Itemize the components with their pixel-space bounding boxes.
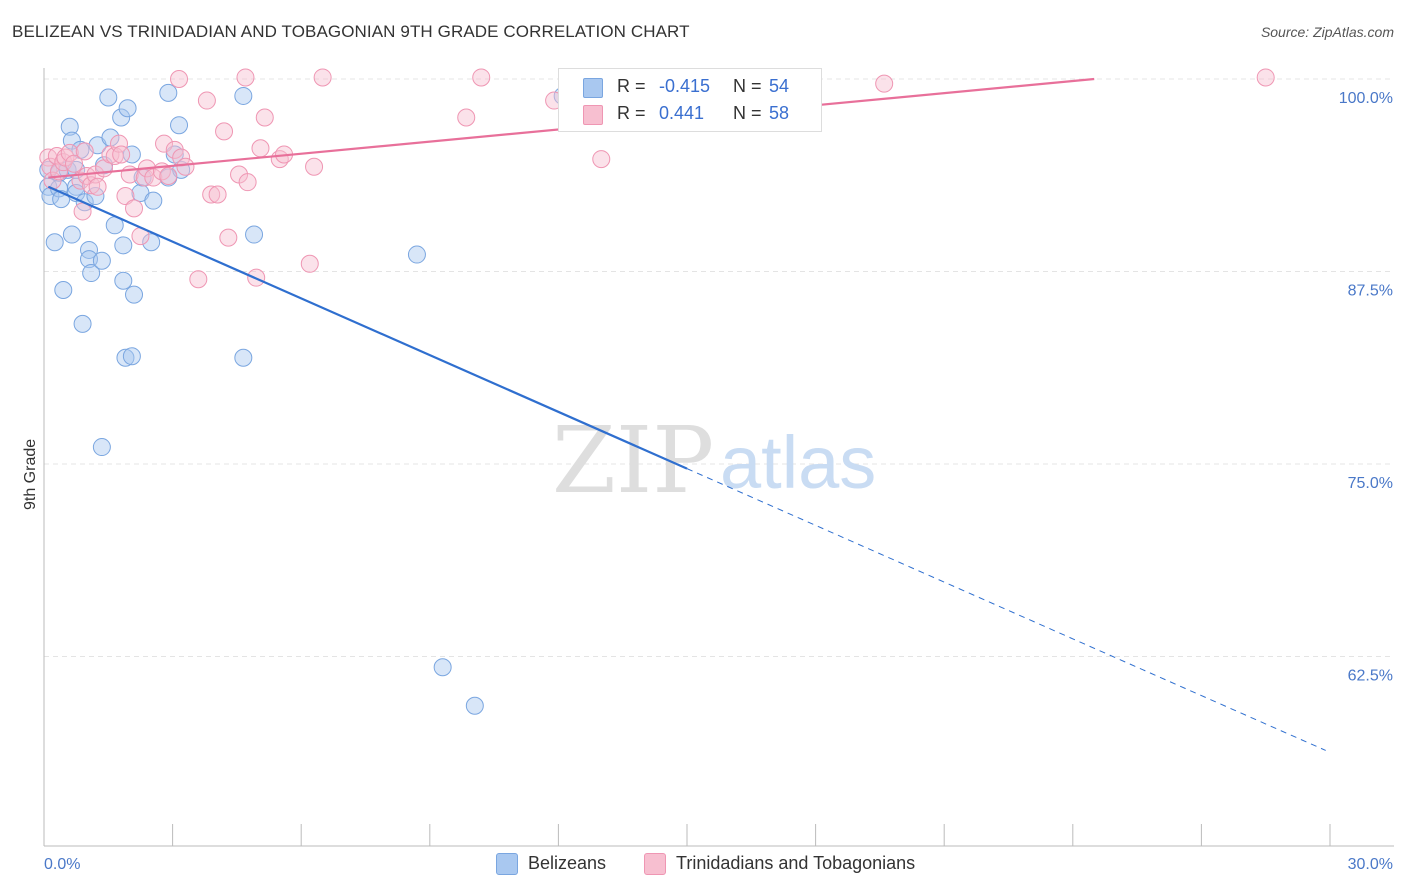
y-tick-label: 75.0% bbox=[1348, 475, 1393, 492]
trinidadian-point bbox=[112, 145, 131, 164]
belizean-point bbox=[60, 117, 79, 136]
belizean-point bbox=[92, 251, 111, 270]
gridlines bbox=[44, 78, 1394, 657]
y-tick-labels: 62.5% 75.0% 87.5% 100.0% bbox=[1339, 90, 1393, 685]
belizean-point bbox=[170, 116, 189, 135]
belizean-point bbox=[234, 86, 253, 105]
data-points bbox=[39, 68, 1275, 715]
trinidadian-point bbox=[165, 140, 184, 159]
y-tick-label: 62.5% bbox=[1348, 668, 1393, 685]
trinidadian-point bbox=[305, 157, 324, 176]
trinidadian-point bbox=[189, 270, 208, 289]
belizean-point bbox=[122, 347, 141, 366]
belizean-point bbox=[144, 191, 163, 210]
legend-label: Trinidadians and Tobagonians bbox=[676, 853, 916, 873]
axes bbox=[43, 68, 1394, 847]
trinidadian-point bbox=[155, 134, 174, 153]
x-tick-label: 30.0% bbox=[1348, 856, 1393, 873]
belizean-point bbox=[62, 225, 81, 244]
belizean-point bbox=[407, 245, 426, 264]
belizean-trend-extension bbox=[686, 468, 1326, 751]
series-legend: Belizeans Trinidadians and Tobagonians bbox=[0, 852, 1406, 878]
source-label: Source: ZipAtlas.com bbox=[1260, 24, 1394, 40]
belizean-point bbox=[80, 250, 99, 269]
trinidadian-point bbox=[300, 254, 319, 273]
correlation-legend: R = -0.415 N = 54 R = 0.441 N = 58 bbox=[558, 68, 822, 132]
trinidadian-point bbox=[110, 134, 129, 153]
legend-label: Belizeans bbox=[528, 853, 607, 873]
trinidadian-point bbox=[208, 185, 227, 204]
belizean-point bbox=[80, 240, 99, 259]
legend-swatch-trinidadians bbox=[583, 105, 603, 125]
x-tick-labels: 0.0% 30.0% bbox=[44, 856, 1393, 873]
legend-swatch-belizeans bbox=[583, 78, 603, 98]
trinidadian-point bbox=[125, 199, 144, 218]
trinidadian-point bbox=[236, 68, 255, 87]
belizean-point bbox=[245, 225, 264, 244]
trinidadian-point bbox=[176, 157, 195, 176]
trinidadian-point bbox=[75, 142, 94, 161]
y-axis-label: 9th Grade bbox=[22, 438, 39, 510]
trinidadian-point bbox=[1256, 68, 1275, 87]
n-value: 54 bbox=[769, 76, 790, 96]
belizean-point bbox=[112, 108, 131, 127]
n-label: N = bbox=[733, 76, 762, 96]
belizean-point bbox=[114, 236, 133, 255]
belizean-point bbox=[99, 88, 118, 107]
y-tick-label: 100.0% bbox=[1339, 90, 1393, 107]
r-label: R = bbox=[617, 103, 646, 123]
trinidadian-point bbox=[875, 74, 894, 93]
trinidadian-point bbox=[82, 176, 101, 195]
belizean-point bbox=[465, 696, 484, 715]
trinidadian-point bbox=[592, 150, 611, 169]
belizean-point bbox=[54, 280, 73, 299]
r-value: -0.415 bbox=[659, 76, 711, 96]
belizean-point bbox=[73, 314, 92, 333]
y-tick-label: 87.5% bbox=[1348, 283, 1393, 300]
trinidadian-point bbox=[159, 167, 178, 186]
belizean-trend-line bbox=[47, 185, 688, 470]
belizean-point bbox=[433, 658, 452, 677]
n-value: 58 bbox=[769, 103, 790, 123]
trinidadian-point bbox=[202, 185, 221, 204]
belizean-point bbox=[114, 271, 133, 290]
belizean-point bbox=[92, 438, 111, 457]
trinidadian-point bbox=[238, 173, 257, 192]
trinidadian-point bbox=[197, 91, 216, 110]
belizean-point bbox=[125, 285, 144, 304]
belizean-point bbox=[45, 233, 64, 252]
legend-swatch-belizeans bbox=[496, 853, 518, 875]
watermark-atlas: atlas bbox=[720, 421, 876, 504]
trinidadian-point bbox=[116, 187, 135, 206]
trinidadian-point bbox=[170, 70, 189, 88]
belizean-point bbox=[82, 264, 101, 283]
trinidadian-point bbox=[219, 228, 238, 247]
n-label: N = bbox=[733, 103, 762, 123]
belizean-point bbox=[159, 83, 178, 102]
r-value: 0.441 bbox=[659, 103, 705, 123]
trinidadian-point bbox=[255, 108, 274, 127]
legend-row-belizeans: R = -0.415 N = 54 bbox=[559, 74, 821, 100]
trinidadian-point bbox=[457, 108, 476, 127]
r-label: R = bbox=[617, 76, 646, 96]
belizean-point bbox=[116, 348, 135, 367]
trinidadian-point bbox=[313, 68, 332, 87]
watermark-zip: ZIP bbox=[552, 407, 714, 514]
legend-row-trinidadians: R = 0.441 N = 58 bbox=[559, 101, 821, 127]
trinidadian-point bbox=[215, 122, 234, 141]
chart-title: BELIZEAN VS TRINIDADIAN AND TOBAGONIAN 9… bbox=[12, 22, 690, 41]
belizean-point bbox=[118, 99, 137, 118]
x-tick-label: 0.0% bbox=[44, 856, 80, 873]
trinidadian-point bbox=[60, 143, 79, 162]
trinidadian-point bbox=[251, 139, 270, 158]
trinidadian-point bbox=[88, 177, 107, 196]
belizean-point bbox=[234, 348, 253, 367]
legend-swatch-trinidadians bbox=[644, 853, 666, 875]
belizean-point bbox=[142, 233, 161, 252]
watermark: ZIP atlas bbox=[552, 407, 876, 514]
trinidadian-point bbox=[65, 154, 84, 173]
trinidadian-point bbox=[472, 68, 491, 87]
